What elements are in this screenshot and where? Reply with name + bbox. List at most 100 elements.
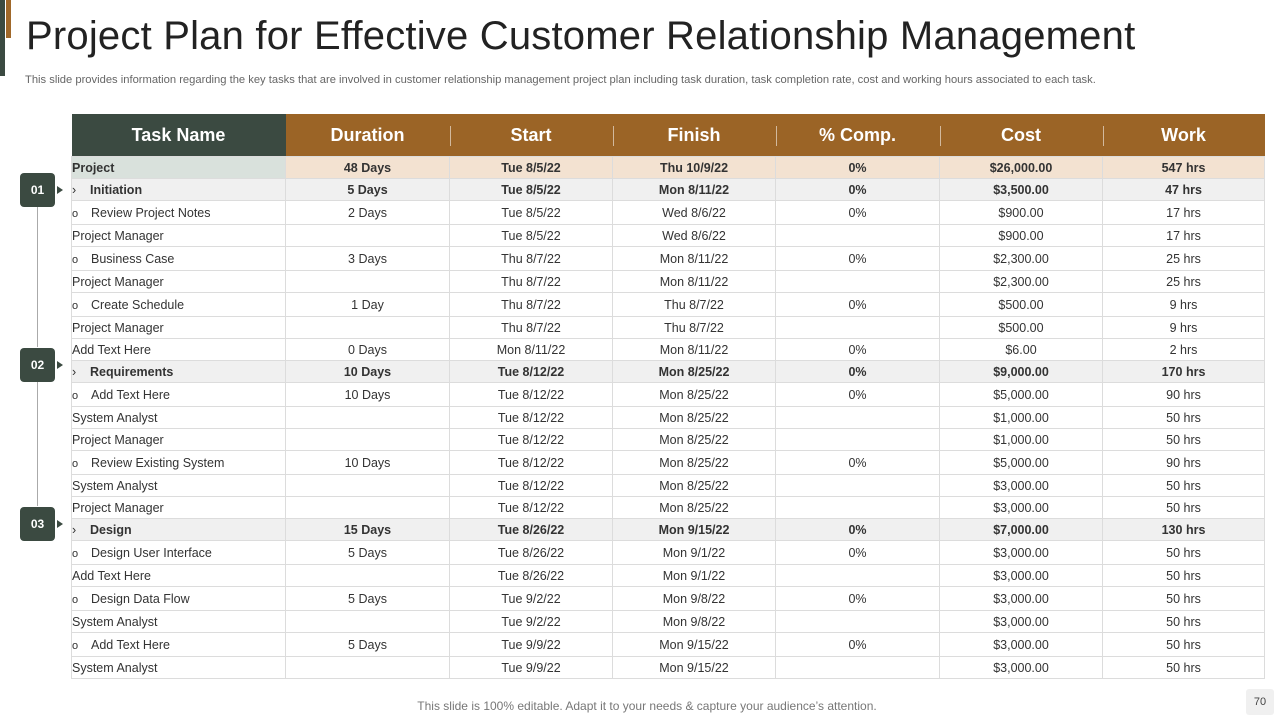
bullet-icon: o [72, 457, 79, 470]
start-cell: Tue 8/5/22 [449, 178, 613, 201]
percent-complete-cell: 0% [775, 540, 940, 565]
footer-note: This slide is 100% editable. Adapt it to… [417, 699, 877, 713]
table-row: Add Text Here 0 Days Mon 8/11/22 Mon 8/11/2… [71, 338, 1265, 361]
start-cell: Tue 9/2/22 [449, 610, 613, 633]
duration-cell [285, 224, 450, 247]
cost-cell: $500.00 [939, 316, 1103, 339]
start-cell: Tue 8/12/22 [449, 428, 613, 451]
table-row: Project Manager Tue 8/12/22 Mon 8/25/22 $3,… [71, 496, 1265, 519]
percent-complete-cell [775, 656, 940, 679]
task-name-cell: Project Manager [71, 428, 286, 451]
start-cell: Tue 8/12/22 [449, 382, 613, 407]
duration-cell [285, 610, 450, 633]
cost-cell: $3,000.00 [939, 656, 1103, 679]
task-name: System Analyst [72, 660, 158, 675]
work-cell: 50 hrs [1102, 474, 1265, 497]
cost-cell: $900.00 [939, 224, 1103, 247]
duration-cell [285, 496, 450, 519]
start-cell: Tue 8/12/22 [449, 406, 613, 429]
table-row: o Design Data Flow 5 Days Tue 9/2/22 Mon 9/8… [71, 586, 1265, 611]
task-name-cell: System Analyst [71, 406, 286, 429]
start-cell: Tue 9/9/22 [449, 656, 613, 679]
work-cell: 90 hrs [1102, 382, 1265, 407]
task-name-cell: o Design Data Flow [71, 586, 286, 611]
corner-accent-small [6, 0, 11, 38]
task-name-cell: › Design [71, 518, 286, 541]
start-cell: Tue 9/9/22 [449, 632, 613, 657]
table-row: System Analyst Tue 8/12/22 Mon 8/25/22 $3,0… [71, 474, 1265, 497]
work-cell: 50 hrs [1102, 632, 1265, 657]
work-cell: 17 hrs [1102, 200, 1265, 225]
work-cell: 50 hrs [1102, 656, 1265, 679]
start-cell: Tue 8/5/22 [449, 200, 613, 225]
badge-arrow-icon [57, 361, 63, 369]
task-name-cell: System Analyst [71, 610, 286, 633]
duration-cell: 10 Days [285, 450, 450, 475]
table-row: o Add Text Here 5 Days Tue 9/9/22 Mon 9/15/2… [71, 632, 1265, 657]
finish-cell: Mon 9/15/22 [612, 518, 776, 541]
column-header-work: Work [1102, 114, 1265, 157]
cost-cell: $500.00 [939, 292, 1103, 317]
percent-complete-cell: 0% [775, 292, 940, 317]
percent-complete-cell [775, 406, 940, 429]
table-row: System Analyst Tue 8/12/22 Mon 8/25/22 $1,0… [71, 406, 1265, 429]
work-cell: 170 hrs [1102, 360, 1265, 383]
task-name-cell: Add Text Here [71, 564, 286, 587]
task-name: Design [90, 522, 132, 537]
duration-cell [285, 564, 450, 587]
percent-complete-cell: 0% [775, 360, 940, 383]
percent-complete-cell [775, 474, 940, 497]
table-row: System Analyst Tue 9/2/22 Mon 9/8/22 $3,000… [71, 610, 1265, 633]
task-name: Project Manager [72, 320, 164, 335]
cost-cell: $3,000.00 [939, 474, 1103, 497]
bullet-icon: o [72, 389, 79, 402]
percent-complete-cell: 0% [775, 382, 940, 407]
finish-cell: Mon 9/8/22 [612, 586, 776, 611]
cost-cell: $9,000.00 [939, 360, 1103, 383]
table-row: o Business Case 3 Days Thu 8/7/22 Mon 8/11/2… [71, 246, 1265, 271]
start-cell: Thu 8/7/22 [449, 316, 613, 339]
percent-complete-cell: 0% [775, 200, 940, 225]
duration-cell [285, 270, 450, 293]
table-row: System Analyst Tue 9/9/22 Mon 9/15/22 $3,00… [71, 656, 1265, 679]
start-cell: Tue 8/5/22 [449, 156, 613, 179]
task-name-cell: System Analyst [71, 474, 286, 497]
work-cell: 9 hrs [1102, 292, 1265, 317]
cost-cell: $3,000.00 [939, 564, 1103, 587]
work-cell: 50 hrs [1102, 540, 1265, 565]
task-name: Design Data Flow [91, 591, 190, 606]
percent-complete-cell [775, 496, 940, 519]
corner-accent [0, 0, 5, 76]
task-name: Initiation [90, 182, 143, 197]
phase-row: › Design 15 Days Tue 8/26/22 Mon 9/15/22 0% $7… [71, 518, 1265, 541]
work-cell: 50 hrs [1102, 586, 1265, 611]
work-cell: 50 hrs [1102, 428, 1265, 451]
start-cell: Thu 8/7/22 [449, 270, 613, 293]
work-cell: 47 hrs [1102, 178, 1265, 201]
cost-cell: $1,000.00 [939, 428, 1103, 451]
cost-cell: $2,300.00 [939, 270, 1103, 293]
cost-cell: $2,300.00 [939, 246, 1103, 271]
percent-complete-cell: 0% [775, 632, 940, 657]
finish-cell: Mon 8/25/22 [612, 406, 776, 429]
task-name-cell: Project Manager [71, 316, 286, 339]
chevron-right-icon: › [72, 522, 77, 537]
start-cell: Tue 8/26/22 [449, 540, 613, 565]
finish-cell: Mon 9/15/22 [612, 632, 776, 657]
percent-complete-cell [775, 316, 940, 339]
duration-cell [285, 474, 450, 497]
duration-cell: 48 Days [285, 156, 450, 179]
column-header-task-name: Task Name [71, 114, 286, 157]
finish-cell: Mon 8/25/22 [612, 474, 776, 497]
work-cell: 50 hrs [1102, 496, 1265, 519]
percent-complete-cell [775, 428, 940, 451]
start-cell: Thu 8/7/22 [449, 292, 613, 317]
bullet-icon: o [72, 639, 79, 652]
task-name: System Analyst [72, 410, 158, 425]
duration-cell: 5 Days [285, 540, 450, 565]
duration-cell: 2 Days [285, 200, 450, 225]
start-cell: Mon 8/11/22 [449, 338, 613, 361]
bullet-icon: o [72, 299, 79, 312]
percent-complete-cell: 0% [775, 450, 940, 475]
column-header-start: Start [449, 114, 613, 157]
